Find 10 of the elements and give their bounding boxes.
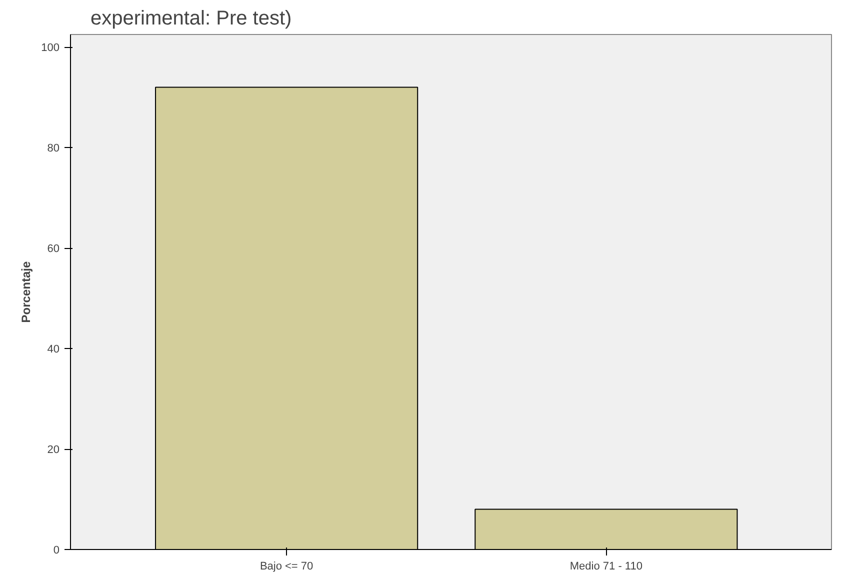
y-axis-title: Porcentaje (19, 260, 34, 323)
y-tick-label: 80 (47, 142, 60, 155)
x-tick-label: Medio 71 - 110 (570, 560, 642, 572)
chart-title: experimental: Pre test) (90, 8, 292, 30)
y-tick-label: 0 (53, 544, 60, 556)
y-tick-label: 20 (47, 444, 60, 456)
x-tick-label: Bajo <= 70 (260, 560, 314, 572)
y-tick-label: 100 (41, 42, 60, 54)
y-tick-label: 40 (47, 344, 60, 356)
y-tick-label: 60 (47, 243, 60, 256)
